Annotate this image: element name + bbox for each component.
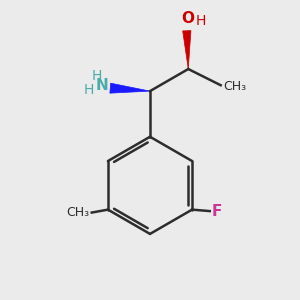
Text: H: H bbox=[196, 14, 206, 28]
Text: H: H bbox=[92, 69, 102, 83]
Text: CH₃: CH₃ bbox=[224, 80, 247, 93]
Polygon shape bbox=[183, 31, 191, 69]
Text: H: H bbox=[84, 82, 94, 97]
Polygon shape bbox=[110, 83, 150, 93]
Text: F: F bbox=[212, 204, 223, 219]
Text: N: N bbox=[96, 78, 108, 93]
Text: O: O bbox=[181, 11, 194, 26]
Text: CH₃: CH₃ bbox=[66, 206, 89, 219]
